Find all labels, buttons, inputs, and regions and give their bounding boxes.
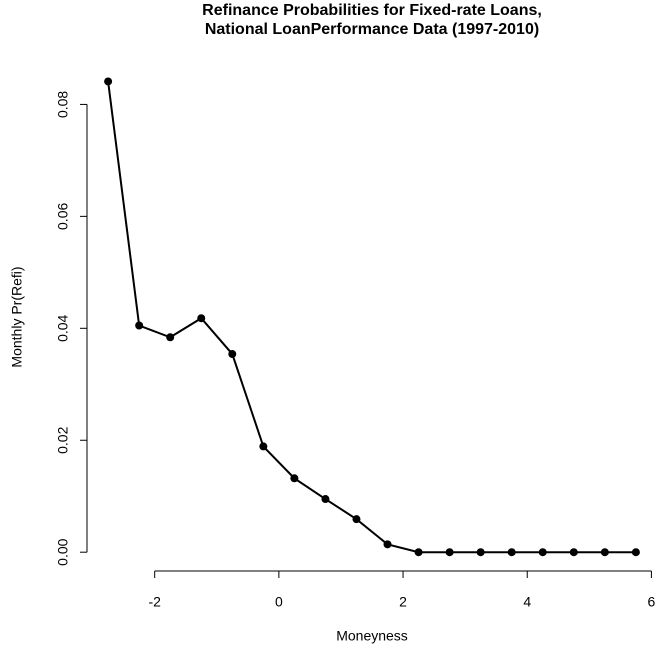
series-line [107,81,636,554]
y-axis-label: Monthly Pr(Refi) [9,266,25,367]
y-tick-label: 0.00 [55,538,71,565]
x-tick-label: 6 [648,594,656,610]
data-point [166,333,175,342]
chart-title: National LoanPerformance Data (1997-2010… [205,21,539,38]
x-tick-label: 4 [523,594,531,610]
chart-title: Refinance Probabilities for Fixed-rate L… [202,2,542,19]
x-tick-label: 0 [275,594,283,610]
data-point [321,495,330,504]
data-point [631,548,640,557]
data-point [290,474,299,483]
data-point [569,548,578,557]
data-point [414,548,423,557]
y-tick-label: 0.02 [55,426,71,453]
x-tick-label: 2 [399,594,407,610]
data-point [352,515,361,524]
y-tick-label: 0.04 [55,314,71,341]
data-point [538,548,547,557]
data-point [228,350,237,359]
data-point [507,548,516,557]
data-point [197,314,206,323]
x-axis-label: Moneyness [336,628,408,644]
x-tick-label: -2 [148,594,161,610]
data-point [259,442,268,451]
y-tick-label: 0.08 [55,91,71,118]
y-tick-label: 0.06 [55,203,71,230]
data-point [135,321,144,330]
data-point [383,540,392,549]
data-point [104,77,113,86]
data-point [600,548,609,557]
data-point [445,548,454,557]
data-point [476,548,485,557]
